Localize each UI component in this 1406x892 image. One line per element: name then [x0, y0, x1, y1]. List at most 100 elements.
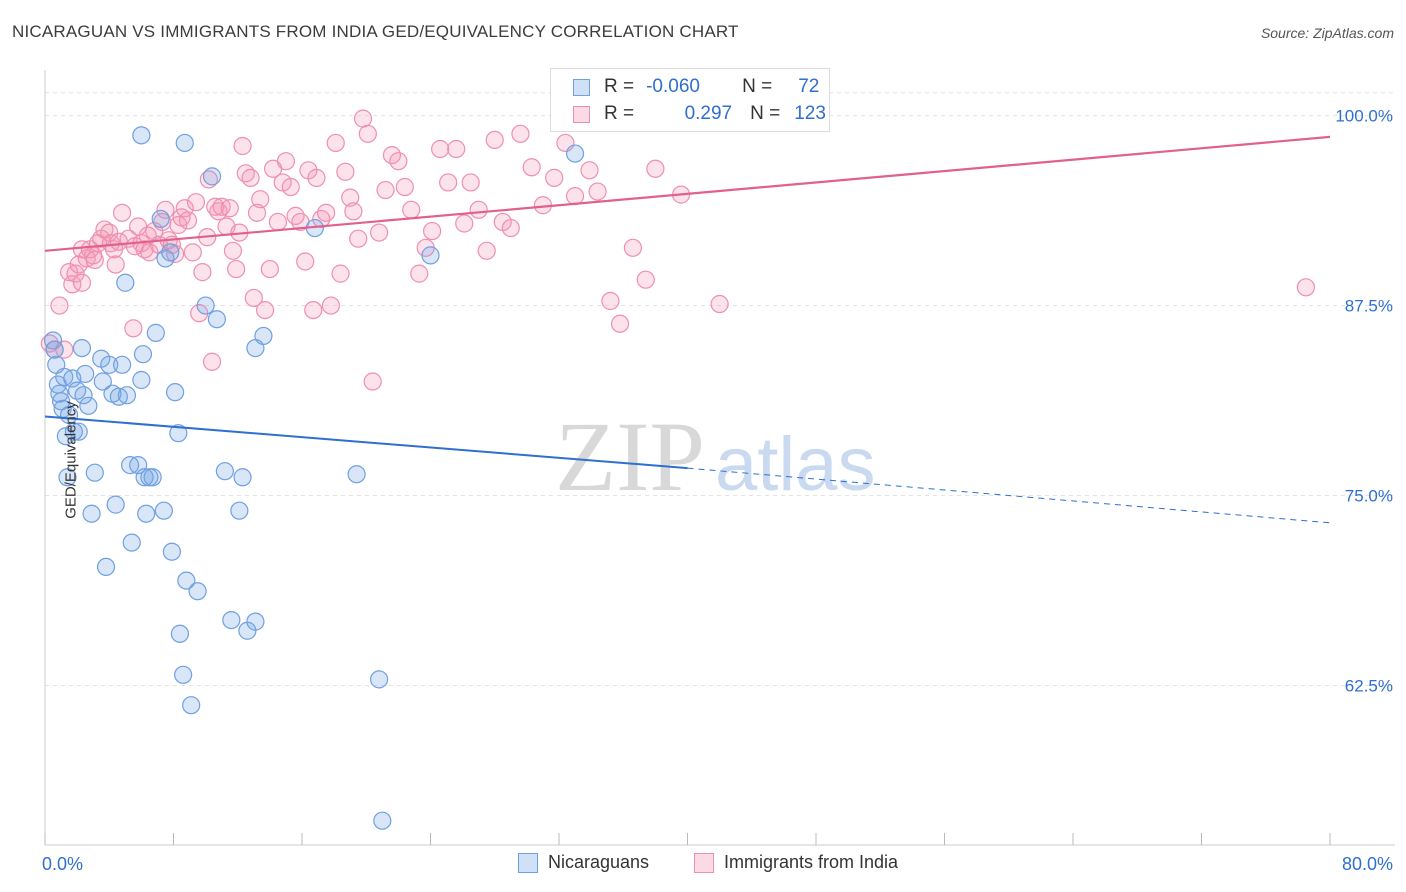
trend-lines [44, 135, 1331, 524]
data-point-india [85, 250, 104, 270]
data-point-india [124, 319, 143, 338]
data-point-india [565, 187, 585, 206]
data-point-nicaraguans [85, 463, 104, 482]
data-point-nicaraguans [72, 338, 92, 358]
data-point-india [50, 296, 69, 315]
bottom-legend-swatch-blue [518, 852, 538, 873]
trend-line-nicaraguans-extrapolated [687, 467, 1331, 524]
data-point-india [326, 133, 345, 153]
data-point-india [227, 259, 246, 279]
data-point-india [636, 270, 655, 289]
data-point-india [402, 200, 421, 219]
data-point-india [623, 238, 642, 257]
data-point-nicaraguans [132, 370, 151, 390]
legend-r-value: -0.060 [646, 76, 700, 97]
data-point-india [469, 200, 488, 219]
data-point-nicaraguans [215, 462, 234, 481]
data-point-india [336, 162, 355, 181]
axes [44, 70, 1395, 846]
data-point-nicaraguans [64, 422, 84, 441]
data-point-india [363, 372, 382, 391]
legend-r-label: R = [604, 76, 635, 97]
data-point-nicaraguans [43, 331, 63, 350]
data-point-india [395, 177, 414, 197]
trend-line-india [44, 135, 1331, 252]
data-point-nicaraguans [58, 468, 77, 487]
data-point-nicaraguans [79, 396, 98, 415]
y-axis-label: GED/Equivalency [62, 401, 80, 519]
x-tick-label: 80.0% [1342, 854, 1393, 874]
data-point-nicaraguans [233, 468, 252, 487]
data-point-india [461, 173, 480, 192]
data-point-nicaraguans [202, 167, 222, 186]
data-point-india [260, 259, 279, 279]
data-point-nicaraguans [156, 249, 175, 268]
data-point-india [72, 273, 92, 292]
data-point-nicaraguans [370, 670, 389, 689]
data-point-india [281, 177, 300, 197]
data-point-india [1296, 278, 1316, 297]
data-point-nicaraguans [207, 310, 226, 329]
data-point-nicaraguans [161, 243, 180, 262]
data-point-nicaraguans [117, 386, 137, 405]
data-point-nicaraguans [154, 501, 173, 520]
data-point-nicaraguans [100, 355, 119, 374]
data-point-nicaraguans [175, 133, 194, 153]
y-tick-label: 75.0% [1345, 486, 1393, 505]
data-point-nicaraguans [182, 696, 201, 715]
data-point-nicaraguans [50, 384, 69, 403]
data-point-india [193, 263, 212, 282]
tick-labels: 62.5% 75.0% 87.5% 100.0% 0.0% 80.0% [42, 107, 1393, 874]
data-point-nicaraguans [421, 246, 440, 265]
data-point-india [331, 264, 350, 283]
data-point-india [423, 221, 442, 241]
data-point-india [358, 124, 377, 143]
data-point-nicaraguans [96, 557, 116, 577]
data-point-india [511, 124, 530, 143]
data-point-india [588, 182, 607, 201]
legend-swatch-blue [573, 78, 590, 96]
data-point-nicaraguans [169, 424, 188, 443]
legend-n-label: N = [742, 76, 773, 97]
data-point-nicaraguans [143, 468, 162, 487]
data-point-nicaraguans [93, 372, 112, 391]
y-tick-label: 100.0% [1335, 107, 1393, 126]
bottom-legend-label: Nicaraguans [548, 852, 650, 872]
data-point-india [63, 275, 82, 294]
legend-swatch-pink [573, 105, 590, 123]
data-point-india [199, 170, 218, 189]
data-point-india [455, 214, 474, 233]
data-point-india [276, 152, 296, 171]
legend-row-india: R = 0.297 N = 123 [573, 102, 826, 126]
data-point-india [321, 296, 341, 315]
data-point-nicaraguans [254, 326, 273, 346]
data-point-nicaraguans [177, 571, 196, 590]
bottom-legend-label: Immigrants from India [724, 852, 899, 872]
data-point-india [545, 168, 564, 187]
data-point-nicaraguans [565, 144, 585, 163]
legend-n-label: N = [750, 103, 781, 124]
data-point-nicaraguans [151, 209, 170, 229]
data-point-nicaraguans [188, 582, 207, 601]
data-point-nicaraguans [373, 811, 392, 830]
data-point-nicaraguans [69, 422, 88, 441]
data-point-nicaraguans [230, 501, 249, 520]
data-point-nicaraguans [166, 383, 185, 402]
data-point-india [304, 300, 323, 320]
data-point-nicaraguans [132, 126, 151, 145]
data-point-india [183, 243, 202, 262]
data-point-nicaraguans [146, 323, 165, 342]
legend-n-value: 123 [794, 103, 826, 124]
data-point-india [389, 152, 408, 171]
data-point-india [431, 139, 450, 159]
data-point-india [135, 240, 154, 259]
legend-row-nicaraguans: R = -0.060 N = 72 [573, 75, 819, 99]
x-tick-label: 0.0% [42, 854, 83, 874]
data-point-india [341, 188, 360, 207]
data-point-nicaraguans [106, 495, 125, 514]
data-point-india [485, 130, 504, 150]
data-point-india [244, 288, 263, 308]
data-point-india [610, 314, 630, 333]
source-label: Source: ZipAtlas.com [1260, 25, 1394, 41]
